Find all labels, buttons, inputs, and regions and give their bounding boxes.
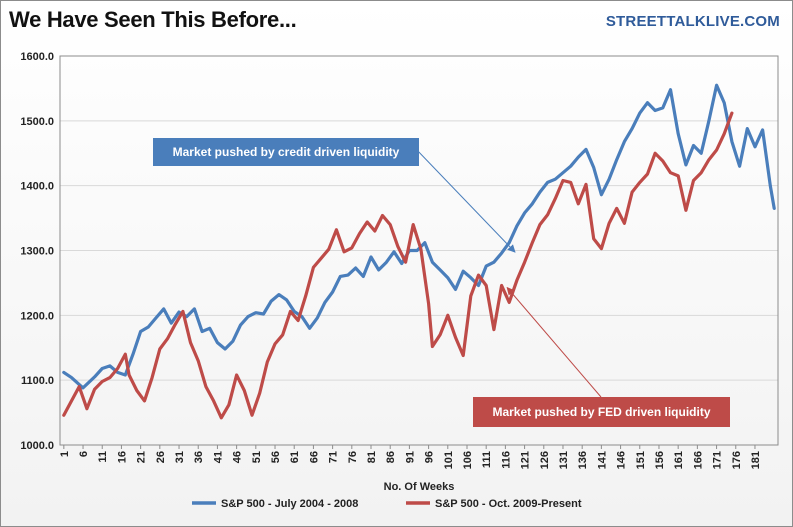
x-tick-label: 86 (385, 451, 397, 463)
x-tick-label: 1 (59, 451, 71, 457)
x-tick-label: 161 (673, 451, 685, 469)
x-tick-label: 116 (500, 451, 512, 469)
y-tick-label: 1500.0 (20, 116, 54, 128)
x-tick-label: 101 (443, 451, 455, 469)
x-tick-label: 131 (558, 451, 570, 469)
x-tick-label: 181 (750, 451, 762, 469)
y-tick-label: 1000.0 (20, 440, 54, 452)
y-tick-label: 1400.0 (20, 181, 54, 193)
x-tick-label: 21 (136, 451, 148, 463)
x-tick-label: 36 (193, 451, 205, 463)
annotation-text-2: Market pushed by FED driven liquidity (492, 405, 710, 419)
x-tick-label: 71 (328, 451, 340, 463)
x-tick-label: 96 (424, 451, 436, 463)
x-tick-label: 41 (212, 451, 224, 463)
legend-label-1: S&P 500 - July 2004 - 2008 (221, 498, 358, 510)
y-tick-label: 1300.0 (20, 246, 54, 258)
x-tick-label: 166 (692, 451, 704, 469)
y-tick-label: 1600.0 (20, 51, 54, 63)
annotation-box-2 (473, 397, 730, 427)
chart-title: We Have Seen This Before... (9, 7, 297, 32)
y-tick-label: 1100.0 (21, 375, 54, 387)
series-layer (62, 83, 776, 420)
x-tick-label: 136 (577, 451, 589, 469)
x-axis-title: No. Of Weeks (384, 481, 455, 493)
brand-logo-text: STREETTALKLIVE.COM (605, 13, 780, 30)
x-tick-label: 156 (654, 451, 666, 469)
x-tick-label: 151 (635, 451, 647, 469)
annotation-arrow-1 (414, 147, 516, 253)
y-axis: 1000.0 1100.0 1200.0 1300.0 1400.0 1500.0 1600… (20, 51, 54, 452)
annotation-box-1 (153, 138, 419, 166)
x-tick-label: 141 (596, 451, 608, 469)
plot-area (59, 55, 779, 446)
y-tick-label: 1200.0 (20, 310, 54, 322)
x-tick-label: 6 (78, 451, 90, 457)
x-tick-label: 176 (731, 451, 743, 469)
annotation-text-1: Market pushed by credit driven liquidity (173, 145, 400, 159)
x-axis: 1 6 11 16 21 26 31 36 41 46 51 56 61 66 71 76 81 86 91 96 10… (59, 445, 762, 469)
legend-label-2: S&P 500 - Oct. 2009-Present (435, 498, 582, 510)
x-tick-label: 91 (404, 451, 416, 463)
x-tick-label: 111 (481, 451, 493, 468)
x-tick-label: 126 (539, 451, 551, 469)
x-tick-label: 56 (270, 451, 282, 463)
x-tick-label: 26 (155, 451, 167, 463)
x-tick-label: 61 (289, 451, 301, 463)
x-tick-label: 16 (116, 451, 128, 463)
x-tick-label: 121 (520, 451, 532, 469)
x-tick-label: 11 (97, 451, 109, 463)
legend: S&P 500 - July 2004 - 2008 S&P 500 - Oct.… (192, 498, 582, 510)
series-line-2 (62, 111, 734, 420)
x-tick-label: 106 (462, 451, 474, 469)
annotations: Market pushed by credit driven liquidity… (153, 138, 730, 427)
series-line-1 (62, 83, 776, 390)
x-tick-label: 46 (232, 451, 244, 463)
x-tick-label: 81 (366, 451, 378, 463)
x-tick-label: 51 (251, 451, 263, 463)
x-tick-label: 146 (616, 451, 628, 469)
x-tick-label: 31 (174, 451, 186, 463)
x-tick-label: 76 (347, 451, 359, 463)
x-tick-label: 171 (712, 451, 724, 469)
annotation-arrow-2 (506, 286, 602, 398)
x-tick-label: 66 (308, 451, 320, 463)
